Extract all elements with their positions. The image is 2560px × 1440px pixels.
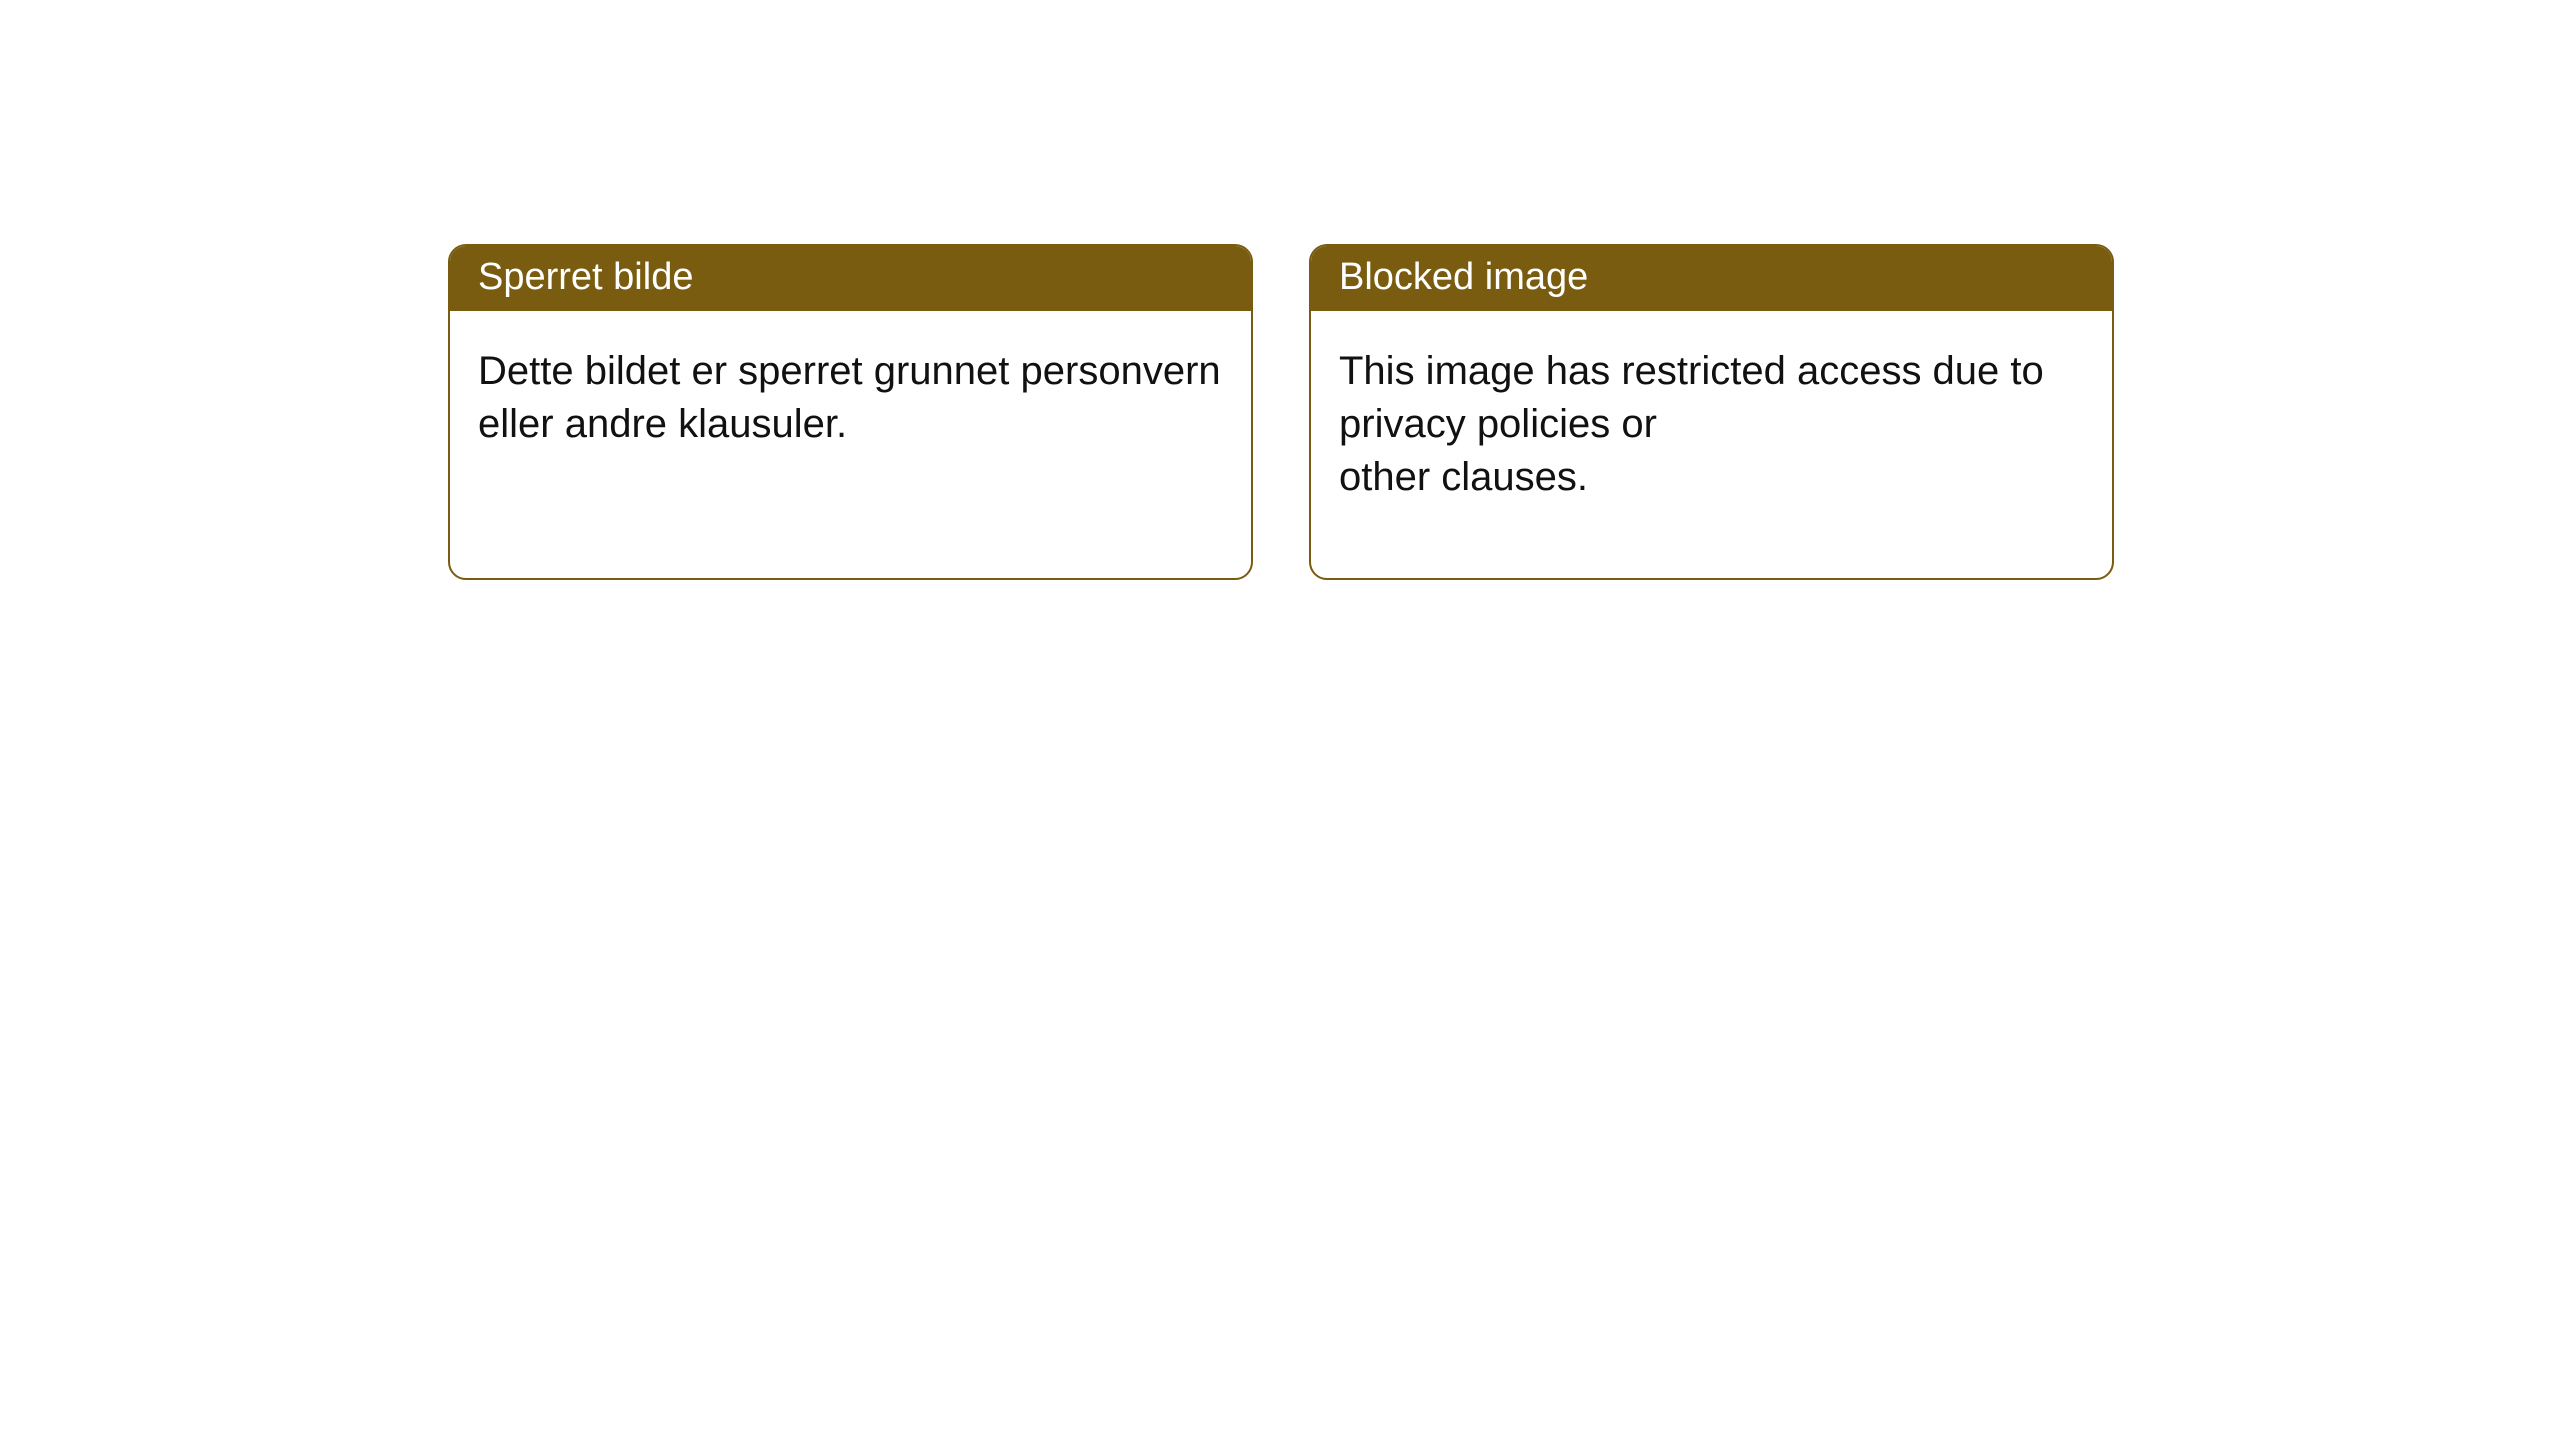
notice-container: Sperret bilde Dette bildet er sperret gr… — [0, 0, 2560, 580]
notice-header-norwegian: Sperret bilde — [450, 246, 1251, 311]
notice-body-english: This image has restricted access due to … — [1311, 311, 2112, 533]
notice-body-norwegian: Dette bildet er sperret grunnet personve… — [450, 311, 1251, 479]
notice-card-english: Blocked image This image has restricted … — [1309, 244, 2114, 580]
notice-header-english: Blocked image — [1311, 246, 2112, 311]
notice-card-norwegian: Sperret bilde Dette bildet er sperret gr… — [448, 244, 1253, 580]
